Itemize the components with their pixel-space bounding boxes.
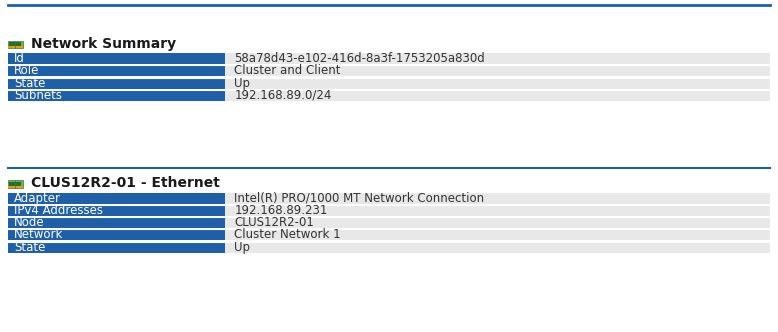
Bar bbox=[8, 242, 770, 253]
Bar bbox=[8, 229, 770, 240]
Text: Network Summary: Network Summary bbox=[31, 37, 177, 51]
Bar bbox=[8, 78, 225, 89]
Text: State: State bbox=[14, 77, 45, 90]
Text: Up: Up bbox=[234, 241, 251, 254]
Bar bbox=[8, 90, 225, 101]
Bar bbox=[9, 182, 21, 186]
Bar bbox=[8, 205, 770, 216]
Text: CLUS12R2-01 - Ethernet: CLUS12R2-01 - Ethernet bbox=[31, 176, 220, 190]
Text: Adapter: Adapter bbox=[14, 192, 61, 205]
Bar bbox=[8, 217, 770, 228]
Text: Network: Network bbox=[14, 228, 63, 241]
Bar bbox=[8, 180, 23, 188]
Bar bbox=[8, 53, 225, 64]
Text: Subnets: Subnets bbox=[14, 89, 62, 102]
Bar bbox=[8, 193, 770, 204]
Bar bbox=[8, 53, 770, 64]
Text: Node: Node bbox=[14, 216, 44, 229]
Text: 192.168.89.0/24: 192.168.89.0/24 bbox=[234, 89, 331, 102]
Text: State: State bbox=[14, 241, 45, 254]
Bar bbox=[8, 41, 23, 48]
Bar bbox=[8, 46, 23, 48]
Text: Id: Id bbox=[14, 52, 25, 65]
Bar bbox=[8, 229, 225, 240]
Bar bbox=[8, 193, 225, 204]
Bar bbox=[9, 42, 21, 46]
Text: CLUS12R2-01: CLUS12R2-01 bbox=[234, 216, 314, 229]
Bar bbox=[8, 186, 23, 188]
Bar bbox=[8, 90, 770, 101]
Text: Intel(R) PRO/1000 MT Network Connection: Intel(R) PRO/1000 MT Network Connection bbox=[234, 192, 485, 205]
Text: 192.168.89.231: 192.168.89.231 bbox=[234, 204, 328, 217]
Bar bbox=[8, 78, 770, 89]
Text: Cluster Network 1: Cluster Network 1 bbox=[234, 228, 341, 241]
Bar bbox=[8, 65, 225, 76]
Text: Cluster and Client: Cluster and Client bbox=[234, 64, 341, 77]
Bar bbox=[8, 217, 225, 228]
Text: Up: Up bbox=[234, 77, 251, 90]
Bar bbox=[8, 242, 225, 253]
Bar bbox=[8, 65, 770, 76]
Text: 58a78d43-e102-416d-8a3f-1753205a830d: 58a78d43-e102-416d-8a3f-1753205a830d bbox=[234, 52, 485, 65]
Text: Role: Role bbox=[14, 64, 40, 77]
Bar bbox=[8, 205, 225, 216]
Text: IPv4 Addresses: IPv4 Addresses bbox=[14, 204, 103, 217]
